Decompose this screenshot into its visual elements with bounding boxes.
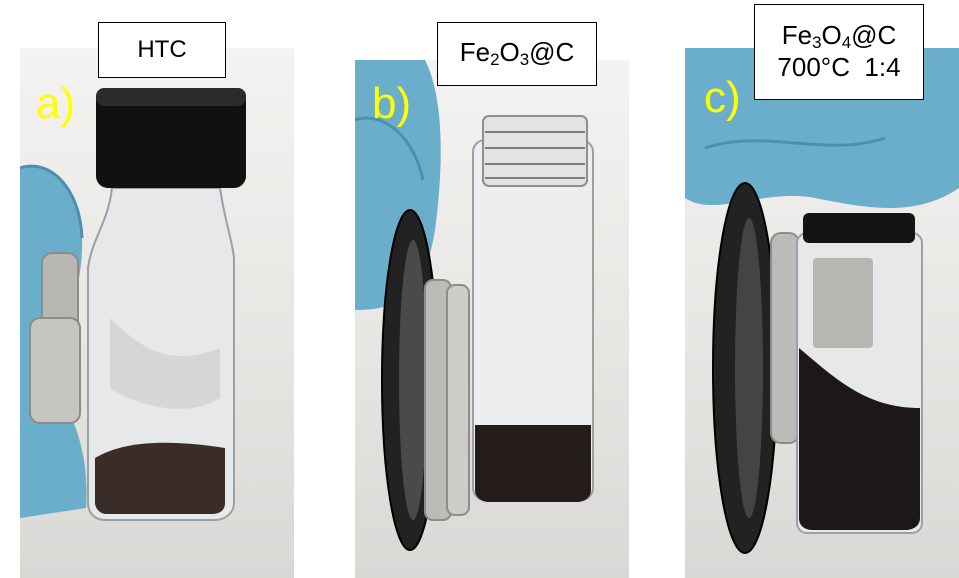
vial-photo-fe2o3 [355, 60, 594, 551]
sample-tag-fe3o4: Fe3O4@C 700°C 1:4 [754, 4, 924, 100]
photo-panel-fe3o4 [685, 48, 959, 578]
photo-panel-htc [20, 48, 294, 578]
panel-label-c: c) [704, 73, 741, 122]
vial-photo-fe3o4 [685, 48, 959, 554]
photo-panel-fe2o3 [355, 60, 629, 578]
vial-photo-htc [20, 88, 246, 521]
sample-tag-htc-text: HTC [137, 36, 187, 64]
sample-tag-fe3o4-line1: Fe3O4@C [781, 20, 897, 53]
panel-label-b: b) [372, 79, 412, 128]
sample-tag-fe2o3-text: Fe2O3@C [459, 37, 575, 70]
sample-tag-fe3o4-line2: 700°C 1:4 [777, 51, 901, 82]
sample-tag-fe2o3: Fe2O3@C [437, 22, 597, 86]
panel-label-a: a) [36, 79, 76, 128]
sample-tag-htc: HTC [98, 22, 226, 78]
